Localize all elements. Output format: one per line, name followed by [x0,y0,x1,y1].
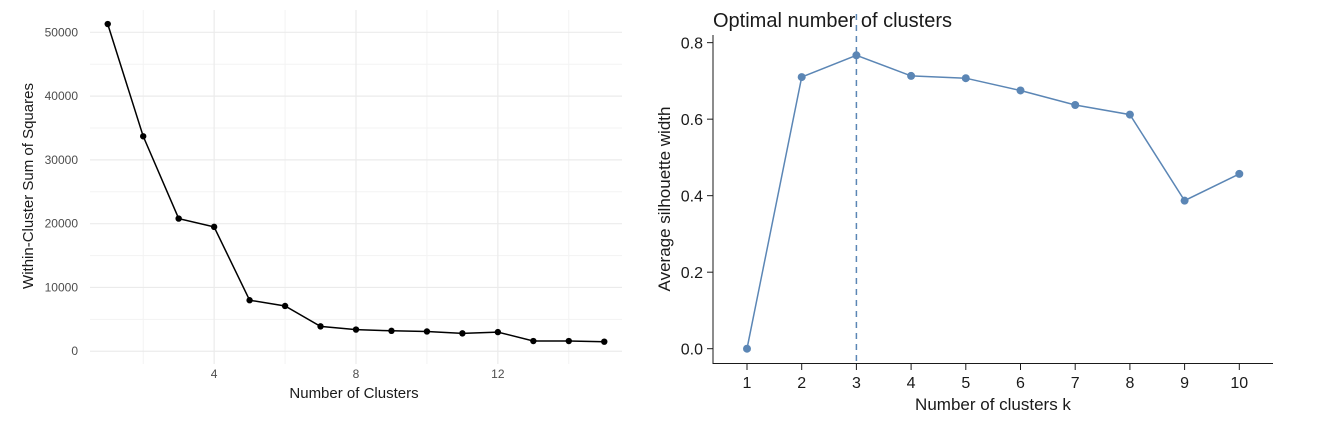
silhouette-chart: Optimal number of clusters 0.00.20.40.60… [655,10,1273,414]
data-point [352,326,360,333]
data-point [852,51,861,60]
x-tick-label: 5 [961,375,970,392]
data-point [388,327,395,335]
data-point [175,215,182,222]
data-point [140,133,147,140]
data-point [459,330,466,337]
silhouette-series-points [743,51,1244,353]
data-point [1071,101,1080,110]
x-tick-label: 6 [1016,375,1025,392]
x-tick-label: 1 [743,375,752,392]
x-tick-label: 7 [1071,375,1080,392]
data-point [423,328,431,335]
elbow-series-points [104,20,608,345]
data-point [1016,86,1025,95]
y-tick-label: 0.0 [681,342,703,359]
elbow-y-axis: 0 10000 20000 30000 40000 50000 [45,25,79,358]
data-point [530,337,537,345]
silhouette-y-axis-title: Average silhouette width [655,107,674,292]
data-point [246,297,253,304]
x-tick-label: 4 [211,367,218,381]
y-tick-label: 0 [71,344,78,358]
elbow-x-axis: 4 8 12 [211,367,505,381]
x-tick-label: 10 [1230,375,1248,392]
data-point [281,302,289,310]
y-tick-label: 50000 [45,25,79,39]
data-point [1235,169,1244,178]
silhouette-chart-title: Optimal number of clusters [713,10,952,32]
elbow-x-axis-title: Number of Clusters [289,385,418,402]
x-tick-label: 2 [797,375,806,392]
y-tick-label: 10000 [45,280,79,294]
y-tick-label: 0.4 [681,189,703,206]
elbow-gridlines [90,10,622,364]
data-point [210,223,218,231]
y-tick-label: 0.6 [681,112,703,129]
elbow-chart: 0 10000 20000 30000 40000 50000 4 8 12 Number o… [20,10,622,402]
silhouette-x-axis: 1 2 3 4 5 6 7 8 9 10 [743,364,1248,392]
x-tick-label: 3 [852,375,861,392]
x-tick-label: 12 [491,367,505,381]
y-tick-label: 30000 [45,153,79,167]
data-point [797,73,806,82]
data-point [961,74,970,83]
data-point [907,71,916,80]
silhouette-y-axis: 0.0 0.2 0.4 0.6 0.8 [681,36,713,359]
data-point [565,337,572,345]
x-tick-label: 8 [353,367,360,381]
data-point [494,328,502,336]
data-point [743,344,751,353]
data-point [317,323,324,330]
y-tick-label: 40000 [45,89,79,103]
data-point [1125,110,1134,119]
x-tick-label: 8 [1125,375,1134,392]
y-tick-label: 0.2 [681,265,703,282]
elbow-y-axis-title: Within-Cluster Sum of Squares [20,83,37,289]
x-tick-label: 4 [907,375,916,392]
y-tick-label: 20000 [45,217,79,231]
data-point [1180,196,1189,205]
x-tick-label: 9 [1180,375,1189,392]
silhouette-x-axis-title: Number of clusters k [915,395,1071,414]
silhouette-series-line [746,54,1240,349]
data-point [104,20,111,28]
data-point [601,338,608,345]
y-tick-label: 0.8 [681,36,703,53]
